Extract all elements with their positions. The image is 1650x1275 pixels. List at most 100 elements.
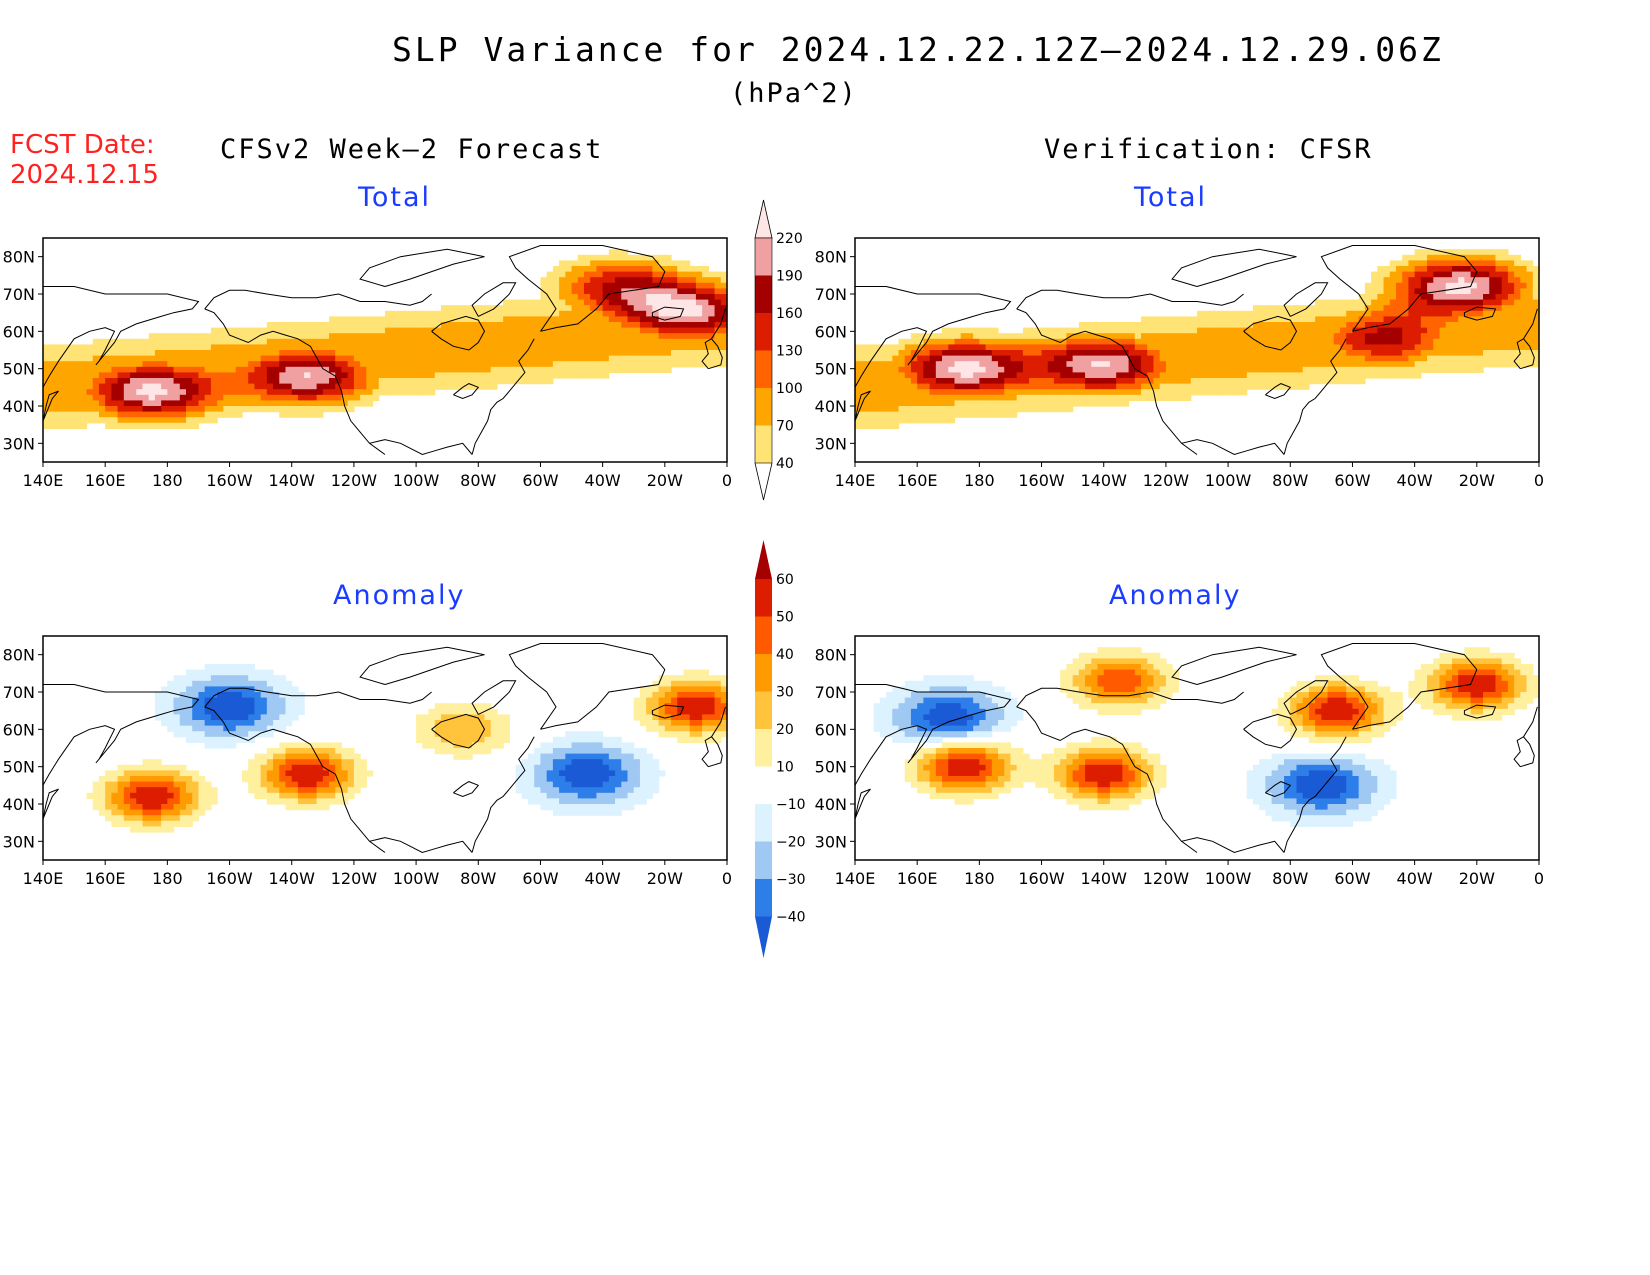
forecast-total-map: 30N 40N 50N 60N 70N 80N 140E 160E 180 160W 140W 120… [3, 237, 732, 490]
colorbar-total-label: 40 [776, 456, 794, 472]
lon-label: 120W [1143, 471, 1190, 490]
lat-label: 70N [3, 285, 35, 304]
lat-label: 30N [3, 832, 35, 851]
field-cells [86, 664, 728, 833]
colorbar-anomaly-label: 40 [776, 647, 794, 663]
verification-total-map: 30N 40N 50N 60N 70N 80N 140E 160E 180 160W 140W 120… [815, 237, 1544, 490]
lon-label: 180 [152, 869, 183, 888]
lon-label: 160W [1018, 869, 1065, 888]
lon-label: 0 [722, 869, 732, 888]
total-colorbar: 40 70 100 130 160 190 220 [754, 199, 803, 501]
colorbar-total-seg [755, 238, 772, 276]
colorbar-anomaly-seg [755, 766, 772, 804]
lon-label: 40W [585, 869, 621, 888]
lon-label: 0 [1534, 869, 1544, 888]
colorbar-anomaly-seg [755, 879, 772, 917]
lat-label: 40N [815, 397, 847, 416]
colorbar-total-seg [755, 388, 772, 426]
colorbar-total-label: 70 [776, 419, 794, 435]
colorbar-total-label: 220 [776, 231, 803, 247]
panel-title-anomaly-left: Anomaly [333, 580, 466, 611]
colorbar-total-seg [755, 275, 772, 313]
lon-label: 180 [964, 869, 995, 888]
anomaly-colorbar: 60 50 40 30 20 10 −10 −20 −30 −40 [755, 540, 806, 958]
coastlines [42, 245, 726, 456]
lon-label: 180 [964, 471, 995, 490]
lon-label: 40W [1397, 471, 1433, 490]
lon-label: 20W [647, 471, 683, 490]
lon-label: 140E [23, 471, 64, 490]
colorbar-anomaly-label: −20 [776, 835, 806, 851]
panel-title-anomaly-right: Anomaly [1109, 580, 1242, 611]
lon-label: 160W [206, 471, 253, 490]
lon-label: 100W [1205, 471, 1252, 490]
coastlines [42, 643, 726, 854]
lon-label: 160E [85, 869, 126, 888]
map-frame [854, 635, 1540, 861]
field-cells [855, 249, 1540, 429]
lon-label: 20W [647, 869, 683, 888]
lon-label: 180 [152, 471, 183, 490]
lat-label: 50N [3, 360, 35, 379]
lat-label: 60N [3, 322, 35, 341]
lon-label: 120W [331, 869, 378, 888]
lon-label: 160W [206, 869, 253, 888]
colorbar-anomaly-label: 50 [776, 610, 794, 626]
lon-label: 140W [269, 869, 316, 888]
right-column-title: Verification: CFSR [1044, 134, 1373, 165]
lon-label: 80W [460, 471, 496, 490]
lon-label: 160E [897, 471, 938, 490]
colorbar-total-label: 130 [776, 344, 803, 360]
lon-label: 60W [1334, 471, 1370, 490]
lat-label: 80N [3, 646, 35, 665]
lat-label: 80N [815, 248, 847, 267]
map-frame [42, 237, 728, 463]
left-column-title: CFSv2 Week—2 Forecast [220, 134, 604, 165]
lat-label: 60N [815, 720, 847, 739]
colorbar-anomaly-seg [755, 691, 772, 729]
lon-label: 140E [835, 471, 876, 490]
colorbar-total-label: 190 [776, 269, 803, 285]
page-title: SLP Variance for 2024.12.22.12Z—2024.12.… [392, 30, 1444, 69]
lat-label: 30N [815, 832, 847, 851]
colorbar-anomaly-seg [755, 804, 772, 842]
lon-label: 100W [393, 471, 440, 490]
lat-label: 40N [3, 397, 35, 416]
lon-label: 20W [1459, 471, 1495, 490]
lon-label: 60W [522, 471, 558, 490]
lat-label: 50N [815, 758, 847, 777]
lat-label: 30N [3, 434, 35, 453]
forecast-anomaly-map: 30N 40N 50N 60N 70N 80N 140E 160E 180 160W 140W 120… [3, 635, 732, 888]
lon-label: 80W [1272, 471, 1308, 490]
lon-label: 140E [835, 869, 876, 888]
lon-label: 60W [522, 869, 558, 888]
lat-label: 50N [3, 758, 35, 777]
lon-label: 100W [1205, 869, 1252, 888]
field-cells [873, 647, 1540, 827]
lon-label: 140W [1081, 471, 1128, 490]
colorbar-anomaly-label: −40 [776, 910, 806, 926]
lon-label: 140W [1081, 869, 1128, 888]
coastlines [854, 245, 1538, 456]
colorbar-total-seg [755, 425, 772, 463]
lon-label: 140W [269, 471, 316, 490]
lon-label: 60W [1334, 869, 1370, 888]
colorbar-anomaly-seg [755, 729, 772, 767]
lat-label: 40N [3, 795, 35, 814]
panel-title-total-right: Total [1134, 182, 1208, 213]
colorbar-anomaly-seg [755, 654, 772, 692]
lat-label: 80N [3, 248, 35, 267]
lat-label: 60N [3, 720, 35, 739]
lat-label: 70N [3, 683, 35, 702]
lon-label: 100W [393, 869, 440, 888]
colorbar-anomaly-seg [755, 579, 772, 617]
panel-title-total-left: Total [358, 182, 432, 213]
lat-label: 60N [815, 322, 847, 341]
lon-label: 80W [460, 869, 496, 888]
lat-label: 50N [815, 360, 847, 379]
lon-label: 80W [1272, 869, 1308, 888]
lat-label: 40N [815, 795, 847, 814]
colorbar-top-arrow [754, 199, 773, 239]
colorbar-anomaly-label: 10 [776, 760, 794, 776]
colorbar-total-label: 160 [776, 306, 803, 322]
